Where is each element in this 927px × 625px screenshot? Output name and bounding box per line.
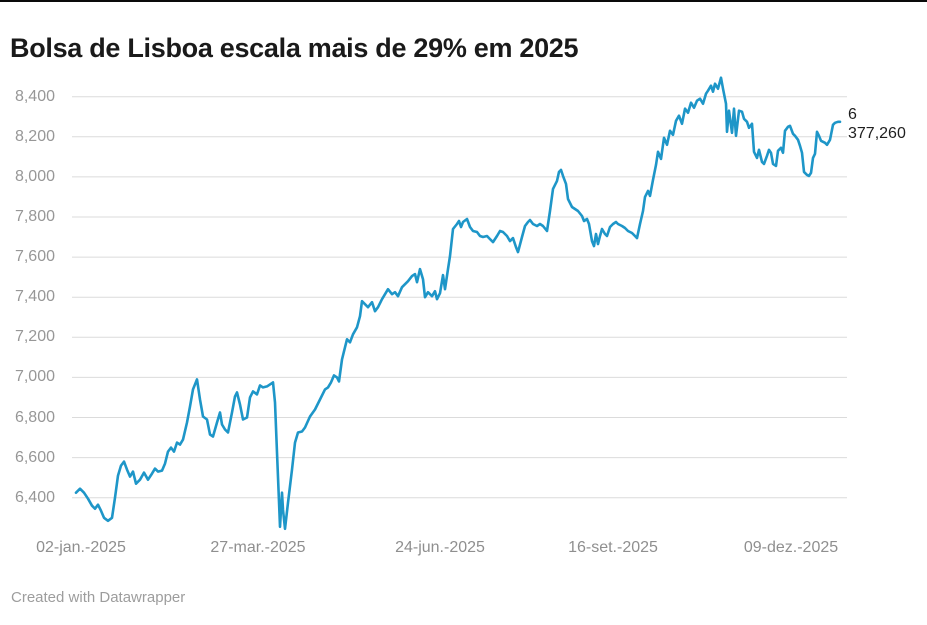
x-axis-tick-label: 09-dez.-2025 [743,539,839,556]
series-end-value-label: 6 377,260 [848,105,906,143]
x-axis-tick-label: 24-jun.-2025 [395,539,485,556]
x-axis-tick-label: 27-mar.-2025 [210,539,306,556]
index-line-series [74,76,842,531]
y-axis-tick-label: 7,400 [14,288,55,306]
series-end-value-line2: 377,260 [848,125,906,142]
y-axis-tick-label: 7,200 [14,328,55,346]
x-axis-tick-label: 02-jan.-2025 [36,539,126,556]
y-axis-tick-label: 7,000 [14,368,55,386]
y-axis-tick-label: 7,800 [14,208,55,225]
x-axis-tick-label: 16-set.-2025 [568,539,658,556]
y-axis-tick-label: 8,000 [14,167,55,185]
series-end-value-line1: 6 [848,106,857,123]
datawrapper-credit-link[interactable]: Created with Datawrapper [11,589,186,606]
y-axis-tick-label: 7,600 [14,248,55,266]
y-axis-tick-label: 6,600 [14,448,55,466]
y-axis-tick-label: 8,400 [14,87,55,105]
y-axis-tick-label: 6,400 [14,488,55,506]
chart-title: Bolsa de Lisboa escala mais de 29% em 20… [10,33,579,64]
y-axis-tick-label: 8,200 [14,127,55,145]
top-divider-rule [0,0,927,2]
y-axis-tick-label: 6,800 [14,408,55,426]
